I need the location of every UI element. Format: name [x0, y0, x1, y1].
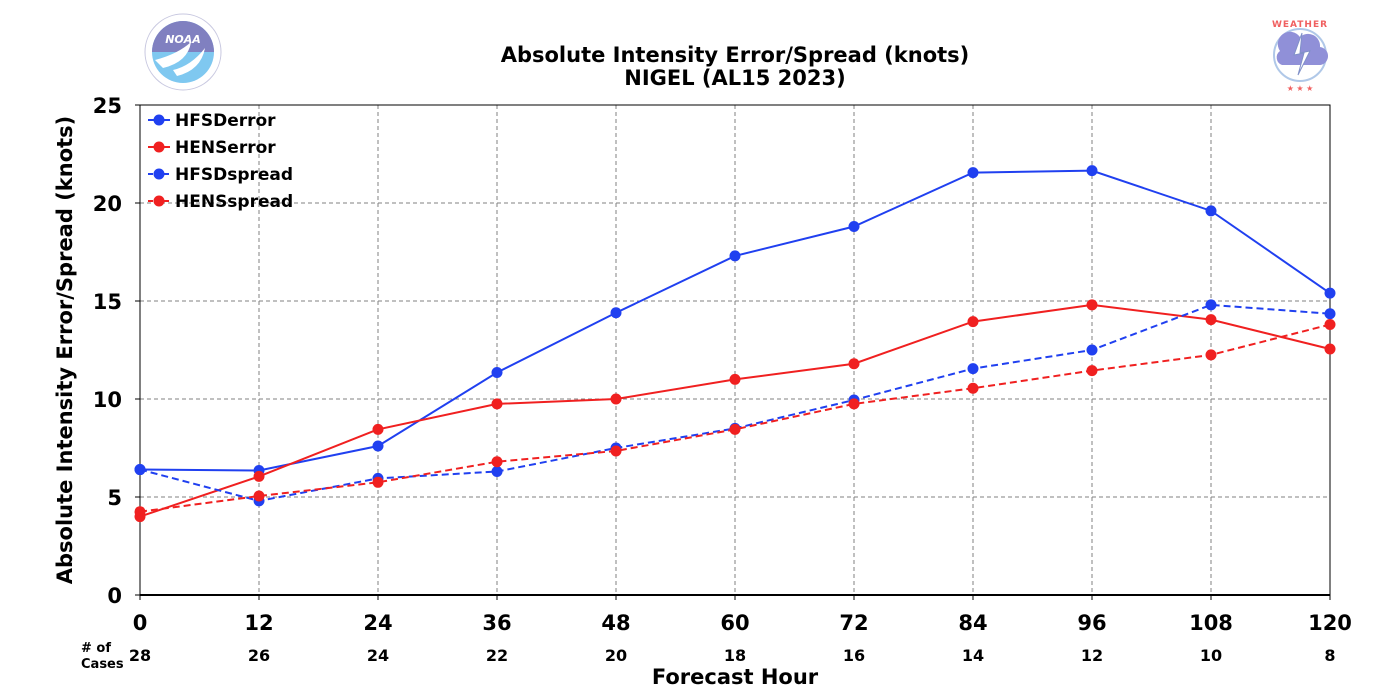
data-point	[491, 456, 503, 468]
x-tick-labels: 0 12 24 36 48 60 72 84 96 108 120	[133, 595, 1352, 635]
x-tick-label: 12	[244, 611, 273, 635]
data-point	[729, 250, 741, 262]
legend-swatch-marker	[153, 195, 165, 207]
case-count: 16	[843, 646, 865, 665]
legend-swatch-marker	[153, 141, 165, 153]
data-point	[729, 423, 741, 435]
data-point	[1205, 314, 1217, 326]
series-lines	[134, 165, 1336, 523]
data-point	[848, 398, 860, 410]
y-tick-label: 15	[93, 290, 122, 314]
y-tick-label: 0	[107, 584, 122, 608]
legend-swatch-marker	[153, 168, 165, 180]
svg-text:WEATHER: WEATHER	[1272, 20, 1328, 30]
data-point	[372, 476, 384, 488]
series-HENSspread	[134, 319, 1336, 518]
data-point	[848, 358, 860, 370]
legend: HFSDerror HENSerror HFSDspread HENSspread	[148, 111, 293, 212]
case-count: 12	[1081, 646, 1103, 665]
legend-label: HENSspread	[175, 192, 293, 212]
x-tick-label: 96	[1077, 611, 1106, 635]
data-point	[1205, 349, 1217, 361]
legend-item-HENSerror: HENSerror	[148, 138, 276, 158]
legend-item-HENSspread: HENSspread	[148, 192, 293, 212]
data-point	[1324, 308, 1336, 320]
data-point	[610, 445, 622, 457]
case-count: 26	[248, 646, 270, 665]
x-tick-label: 60	[720, 611, 749, 635]
data-point	[372, 440, 384, 452]
legend-swatch-marker	[153, 114, 165, 126]
data-point	[1205, 299, 1217, 311]
legend-label: HENSerror	[175, 138, 276, 158]
data-point	[253, 490, 265, 502]
nws-logo: WEATHER ★ ★ ★	[1262, 17, 1338, 93]
data-point	[1324, 287, 1336, 299]
legend-item-HFSDerror: HFSDerror	[148, 111, 276, 131]
data-point	[610, 393, 622, 405]
y-tick-labels: 0 5 10 15 20 25	[93, 94, 140, 608]
cases-label-line2: Cases	[81, 657, 124, 672]
x-axis-title: Forecast Hour	[652, 665, 819, 689]
case-count: 20	[605, 646, 627, 665]
cases-row: 28 26 24 22 20 18 16 14 12 10 8	[129, 646, 1336, 665]
data-point	[491, 398, 503, 410]
data-point	[1086, 344, 1098, 356]
data-point	[1324, 343, 1336, 355]
legend-label: HFSDerror	[175, 111, 276, 131]
legend-item-HFSDspread: HFSDspread	[148, 165, 293, 185]
data-point	[967, 382, 979, 394]
case-count: 8	[1324, 646, 1335, 665]
data-point	[1086, 299, 1098, 311]
data-point	[848, 221, 860, 233]
data-point	[967, 316, 979, 328]
y-axis-title: Absolute Intensity Error/Spread (knots)	[53, 116, 77, 585]
data-point	[610, 307, 622, 319]
data-point	[967, 363, 979, 375]
y-tick-label: 20	[93, 192, 122, 216]
svg-text:NOAA: NOAA	[165, 33, 201, 46]
x-tick-label: 24	[363, 611, 392, 635]
data-point	[253, 470, 265, 482]
y-tick-label: 25	[93, 94, 122, 118]
data-point	[372, 423, 384, 435]
data-point	[1086, 165, 1098, 177]
data-point	[729, 373, 741, 385]
legend-label: HFSDspread	[175, 165, 293, 185]
data-point	[491, 466, 503, 478]
svg-text:★ ★ ★: ★ ★ ★	[1287, 84, 1314, 93]
y-tick-label: 10	[93, 388, 122, 412]
series-line	[139, 323, 1331, 513]
grid	[140, 105, 1330, 595]
chart-title: Absolute Intensity Error/Spread (knots)	[501, 43, 970, 67]
noaa-logo: NOAA	[144, 13, 222, 91]
x-tick-label: 108	[1189, 611, 1233, 635]
y-tick-label: 5	[107, 486, 122, 510]
data-point	[134, 506, 146, 518]
data-point	[1324, 319, 1336, 331]
x-tick-label: 0	[133, 611, 148, 635]
case-count: 22	[486, 646, 508, 665]
data-point	[491, 367, 503, 379]
data-point	[1205, 205, 1217, 217]
cases-label-line1: # of	[81, 641, 111, 656]
case-count: 28	[129, 646, 151, 665]
data-point	[1086, 365, 1098, 377]
x-tick-label: 36	[482, 611, 511, 635]
case-count: 14	[962, 646, 984, 665]
x-tick-label: 84	[958, 611, 987, 635]
x-tick-label: 72	[839, 611, 868, 635]
data-point	[967, 167, 979, 179]
x-tick-label: 48	[601, 611, 630, 635]
case-count: 10	[1200, 646, 1222, 665]
data-point	[134, 464, 146, 476]
chart-subtitle: NIGEL (AL15 2023)	[624, 66, 845, 90]
x-tick-label: 120	[1308, 611, 1352, 635]
case-count: 18	[724, 646, 746, 665]
case-count: 24	[367, 646, 389, 665]
